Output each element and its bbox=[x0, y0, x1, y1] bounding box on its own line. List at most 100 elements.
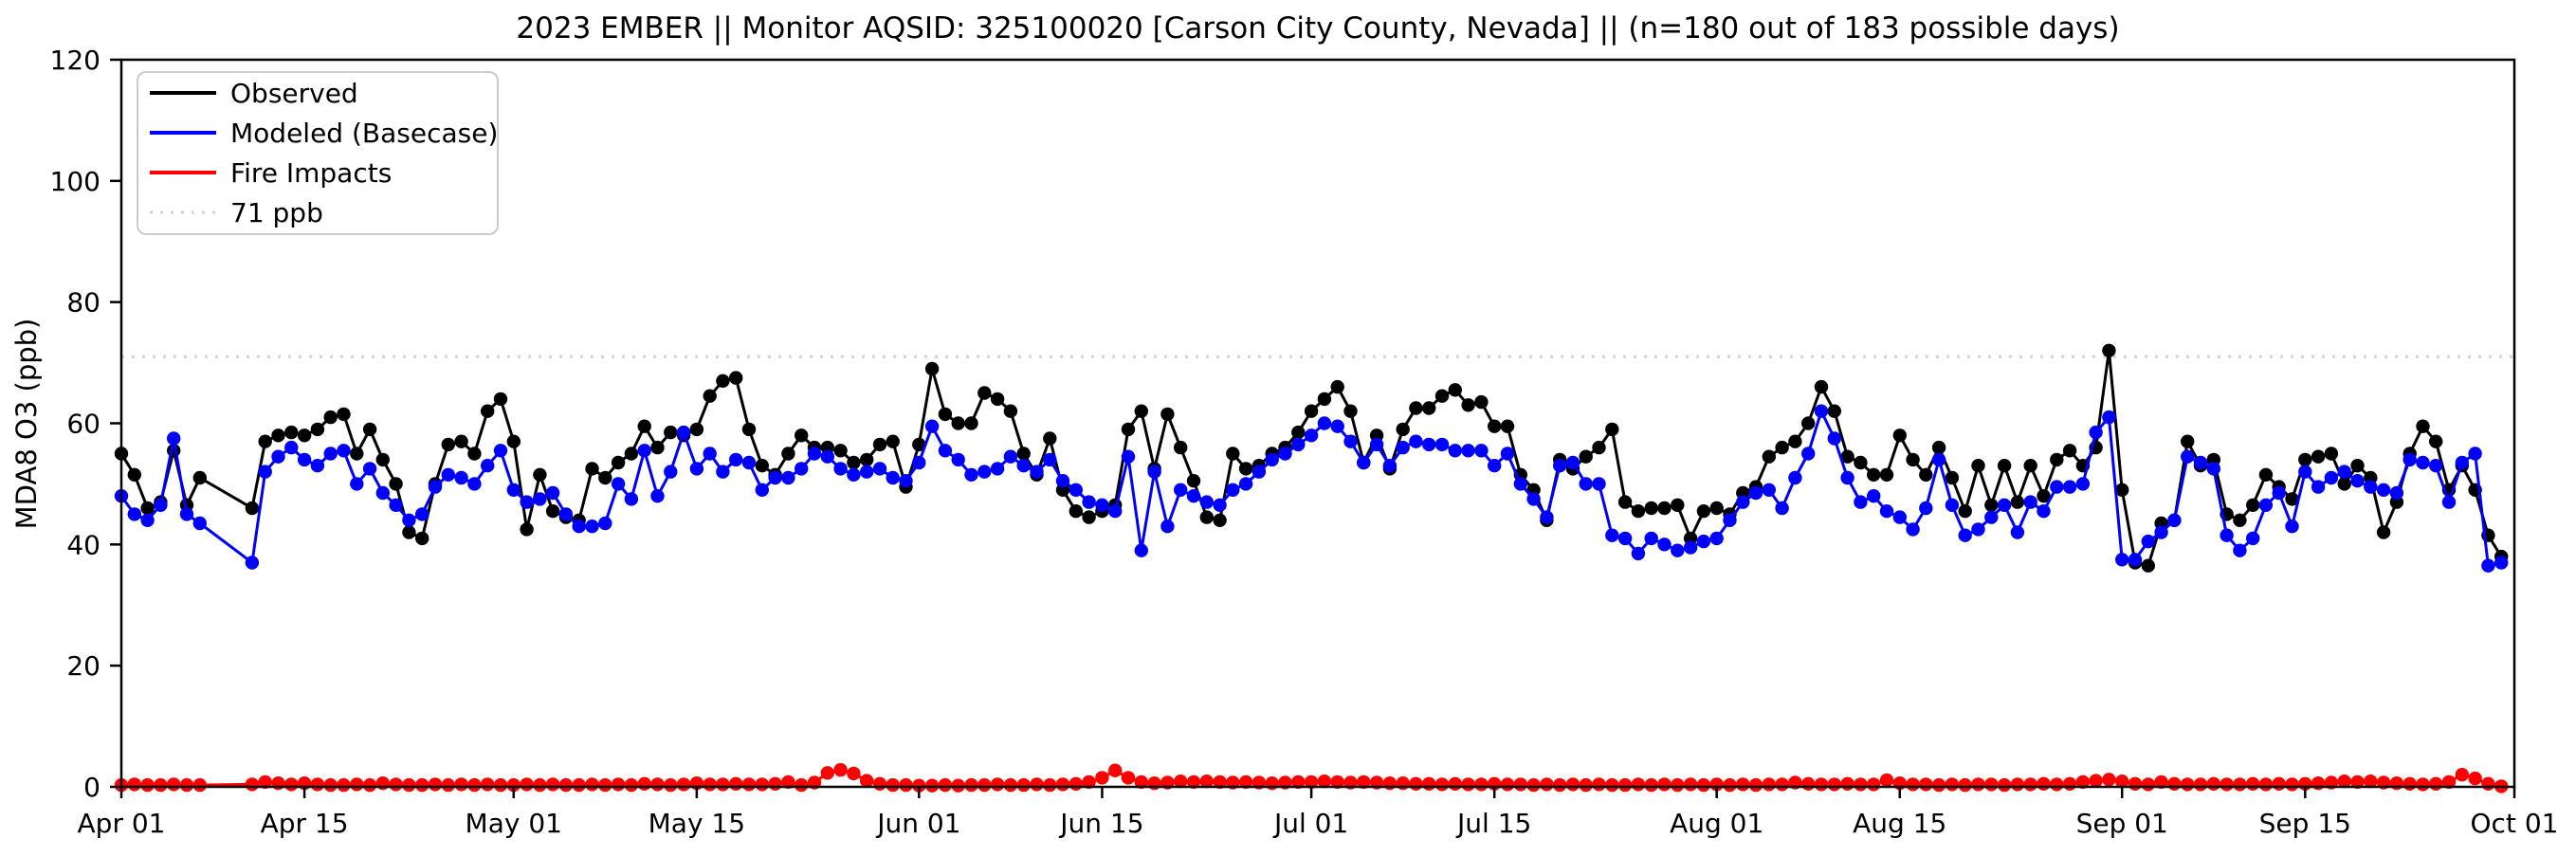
series-marker-2 bbox=[1840, 776, 1854, 791]
series-marker-1 bbox=[2181, 449, 2195, 464]
series-marker-2 bbox=[1500, 777, 1515, 792]
series-marker-0 bbox=[1082, 510, 1096, 524]
series-marker-1 bbox=[2037, 504, 2051, 519]
series-marker-1 bbox=[820, 449, 834, 464]
series-marker-1 bbox=[1238, 477, 1253, 491]
series-marker-2 bbox=[127, 777, 141, 792]
series-marker-1 bbox=[2010, 525, 2025, 539]
y-axis-label: MDA8 O3 (ppb) bbox=[10, 319, 43, 530]
series-marker-2 bbox=[1526, 777, 1541, 793]
series-marker-1 bbox=[1931, 452, 1946, 467]
series-marker-2 bbox=[2481, 776, 2495, 791]
series-marker-2 bbox=[1317, 775, 1332, 789]
series-marker-1 bbox=[1526, 492, 1541, 506]
series-marker-0 bbox=[310, 422, 325, 437]
series-marker-1 bbox=[1055, 474, 1070, 488]
series-marker-2 bbox=[1409, 776, 1423, 791]
series-marker-1 bbox=[1788, 470, 1802, 485]
series-marker-0 bbox=[833, 444, 848, 458]
series-marker-1 bbox=[2429, 459, 2443, 473]
series-marker-0 bbox=[1696, 504, 1711, 519]
series-marker-2 bbox=[572, 777, 586, 793]
series-marker-2 bbox=[402, 777, 416, 793]
series-marker-2 bbox=[1592, 777, 1606, 792]
series-marker-1 bbox=[833, 462, 848, 476]
series-marker-0 bbox=[2181, 434, 2195, 448]
series-marker-1 bbox=[1683, 540, 1698, 555]
series-marker-0 bbox=[271, 428, 285, 443]
series-marker-0 bbox=[2010, 495, 2025, 509]
series-marker-0 bbox=[716, 374, 730, 388]
series-marker-0 bbox=[127, 467, 141, 482]
series-marker-1 bbox=[755, 483, 769, 497]
series-marker-1 bbox=[2337, 465, 2351, 479]
series-marker-0 bbox=[506, 434, 521, 448]
series-marker-0 bbox=[1226, 447, 1240, 461]
series-marker-0 bbox=[1003, 404, 1018, 418]
series-marker-1 bbox=[924, 419, 940, 433]
series-marker-0 bbox=[1657, 501, 1672, 516]
series-marker-2 bbox=[1095, 771, 1109, 785]
series-marker-1 bbox=[1892, 510, 1908, 524]
series-marker-2 bbox=[2402, 776, 2417, 791]
series-marker-0 bbox=[1343, 404, 1358, 418]
series-marker-1 bbox=[493, 444, 508, 458]
series-marker-2 bbox=[1854, 777, 1868, 792]
series-marker-2 bbox=[2023, 777, 2037, 792]
series-marker-2 bbox=[2037, 776, 2051, 791]
series-marker-2 bbox=[2154, 775, 2168, 790]
series-marker-2 bbox=[1565, 777, 1580, 792]
series-marker-2 bbox=[2337, 775, 2351, 789]
series-marker-0 bbox=[1069, 504, 1084, 519]
series-marker-2 bbox=[1906, 777, 1920, 792]
series-marker-1 bbox=[2494, 556, 2509, 570]
series-marker-0 bbox=[520, 522, 534, 537]
series-marker-1 bbox=[1330, 419, 1344, 433]
series-marker-0 bbox=[2233, 513, 2247, 527]
series-marker-1 bbox=[1879, 504, 1894, 519]
series-marker-1 bbox=[1396, 440, 1410, 455]
series-marker-2 bbox=[716, 777, 730, 792]
series-marker-1 bbox=[2402, 452, 2417, 467]
series-marker-1 bbox=[1840, 470, 1854, 485]
series-marker-2 bbox=[1723, 777, 1737, 793]
series-marker-1 bbox=[1121, 449, 1136, 464]
series-marker-2 bbox=[1134, 775, 1149, 790]
series-marker-0 bbox=[1971, 459, 1985, 473]
series-marker-1 bbox=[1003, 449, 1018, 464]
series-marker-2 bbox=[192, 777, 207, 793]
series-marker-0 bbox=[2050, 452, 2064, 467]
series-marker-0 bbox=[533, 467, 547, 482]
series-marker-2 bbox=[2416, 777, 2430, 792]
series-marker-1 bbox=[1095, 498, 1109, 512]
series-marker-1 bbox=[624, 492, 639, 506]
series-marker-0 bbox=[441, 437, 455, 452]
series-marker-1 bbox=[389, 498, 403, 512]
series-marker-1 bbox=[350, 477, 364, 491]
series-marker-1 bbox=[140, 513, 155, 527]
series-marker-1 bbox=[1069, 483, 1084, 497]
series-marker-1 bbox=[2075, 477, 2091, 491]
series-marker-2 bbox=[2206, 776, 2220, 791]
series-marker-0 bbox=[1409, 401, 1423, 415]
series-marker-0 bbox=[2258, 467, 2274, 482]
series-marker-1 bbox=[1867, 489, 1881, 503]
series-marker-0 bbox=[2285, 492, 2299, 506]
series-marker-2 bbox=[1448, 776, 1463, 791]
series-marker-1 bbox=[807, 447, 822, 461]
series-marker-2 bbox=[1330, 775, 1344, 790]
series-marker-1 bbox=[179, 507, 194, 521]
series-marker-2 bbox=[1867, 777, 1881, 792]
series-marker-2 bbox=[1540, 777, 1554, 792]
series-marker-0 bbox=[703, 389, 717, 403]
series-marker-1 bbox=[2233, 543, 2247, 557]
series-marker-0 bbox=[1396, 422, 1410, 437]
series-marker-0 bbox=[1854, 455, 1868, 470]
series-marker-2 bbox=[1801, 776, 1816, 791]
series-marker-1 bbox=[938, 444, 953, 458]
series-marker-2 bbox=[1357, 775, 1371, 790]
series-marker-1 bbox=[297, 452, 312, 467]
series-marker-0 bbox=[2376, 525, 2391, 539]
series-marker-2 bbox=[389, 777, 403, 792]
series-marker-2 bbox=[2115, 775, 2129, 789]
